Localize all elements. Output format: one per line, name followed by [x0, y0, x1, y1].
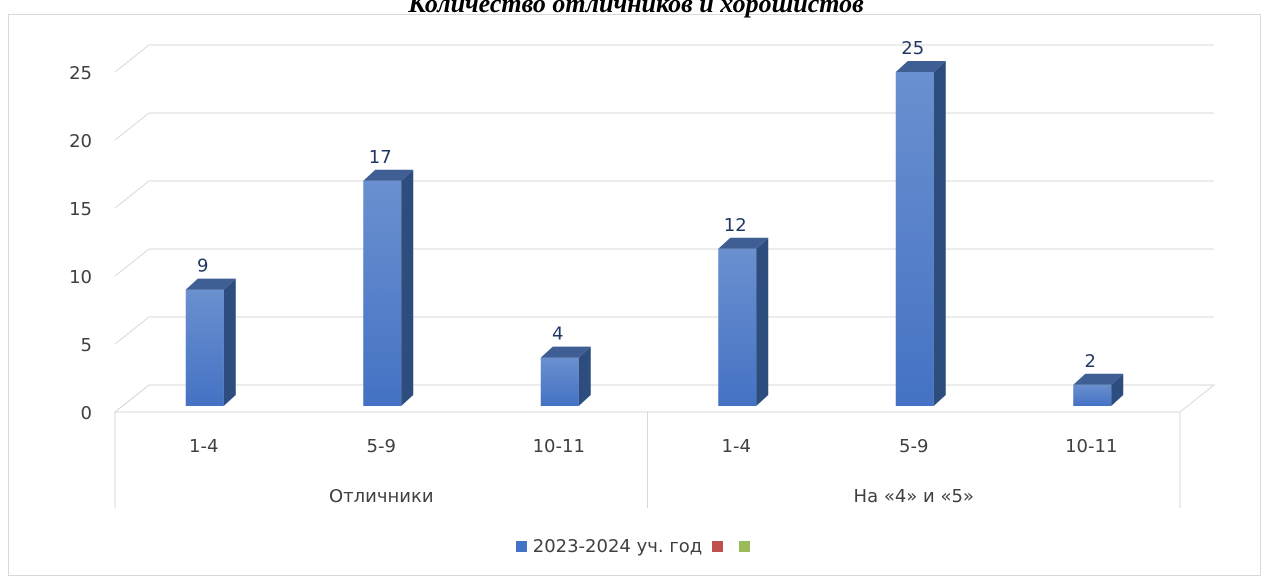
legend-item [739, 541, 756, 552]
x-tick-label: 5-9 [899, 436, 928, 457]
group-label: Отличники [329, 486, 434, 507]
bar-side [223, 278, 236, 406]
chart-title: Количество отличников и хорошистов [408, 0, 864, 18]
bar-side [933, 61, 946, 406]
legend-item [712, 541, 729, 552]
data-label: 25 [901, 38, 924, 59]
data-label: 9 [197, 256, 208, 277]
legend-item: 2023-2024 уч. год [515, 536, 703, 557]
bar-top [1073, 373, 1124, 385]
x-tick-label: 5-9 [367, 436, 396, 457]
legend: 2023-2024 уч. год [0, 536, 1272, 557]
gridline-diagonal [114, 316, 150, 345]
bar-side [756, 237, 769, 406]
chart-area [8, 14, 1261, 576]
group-label: На «4» и «5» [854, 486, 974, 507]
bar [895, 72, 934, 406]
bar-top [895, 61, 946, 72]
x-tick-label: 10-11 [533, 436, 585, 457]
data-label: 12 [724, 215, 747, 236]
bar [718, 248, 757, 406]
gridline-diagonal [114, 44, 150, 73]
data-label: 4 [552, 324, 563, 345]
bar-top [185, 278, 236, 290]
gridline-diagonal [114, 112, 150, 141]
bar-side [578, 346, 591, 406]
y-tick-label: 20 [69, 131, 92, 152]
gridline-diagonal [114, 180, 150, 209]
y-tick-label: 25 [69, 63, 92, 84]
bar [363, 180, 402, 406]
x-tick-label: 1-4 [189, 436, 218, 457]
data-label: 17 [369, 147, 392, 168]
bar-side [401, 169, 414, 406]
legend-swatch [712, 541, 724, 552]
legend-swatch [515, 541, 527, 552]
bar [540, 357, 579, 406]
bar [1073, 384, 1112, 406]
legend-label: 2023-2024 уч. год [532, 536, 703, 557]
floor [113, 384, 1216, 413]
y-tick-label: 10 [69, 267, 92, 288]
x-tick-label: 10-11 [1065, 436, 1117, 457]
y-tick-label: 5 [81, 335, 92, 356]
gridline-diagonal [114, 248, 150, 277]
data-label: 2 [1085, 351, 1096, 372]
bar-top [540, 346, 591, 358]
bar-top [363, 169, 414, 181]
bar-side [1111, 373, 1124, 406]
bar-top [718, 237, 769, 249]
y-tick-label: 0 [81, 403, 92, 424]
y-tick-label: 15 [69, 199, 92, 220]
legend-swatch [739, 541, 751, 552]
x-tick-label: 1-4 [722, 436, 751, 457]
bar [185, 289, 224, 406]
